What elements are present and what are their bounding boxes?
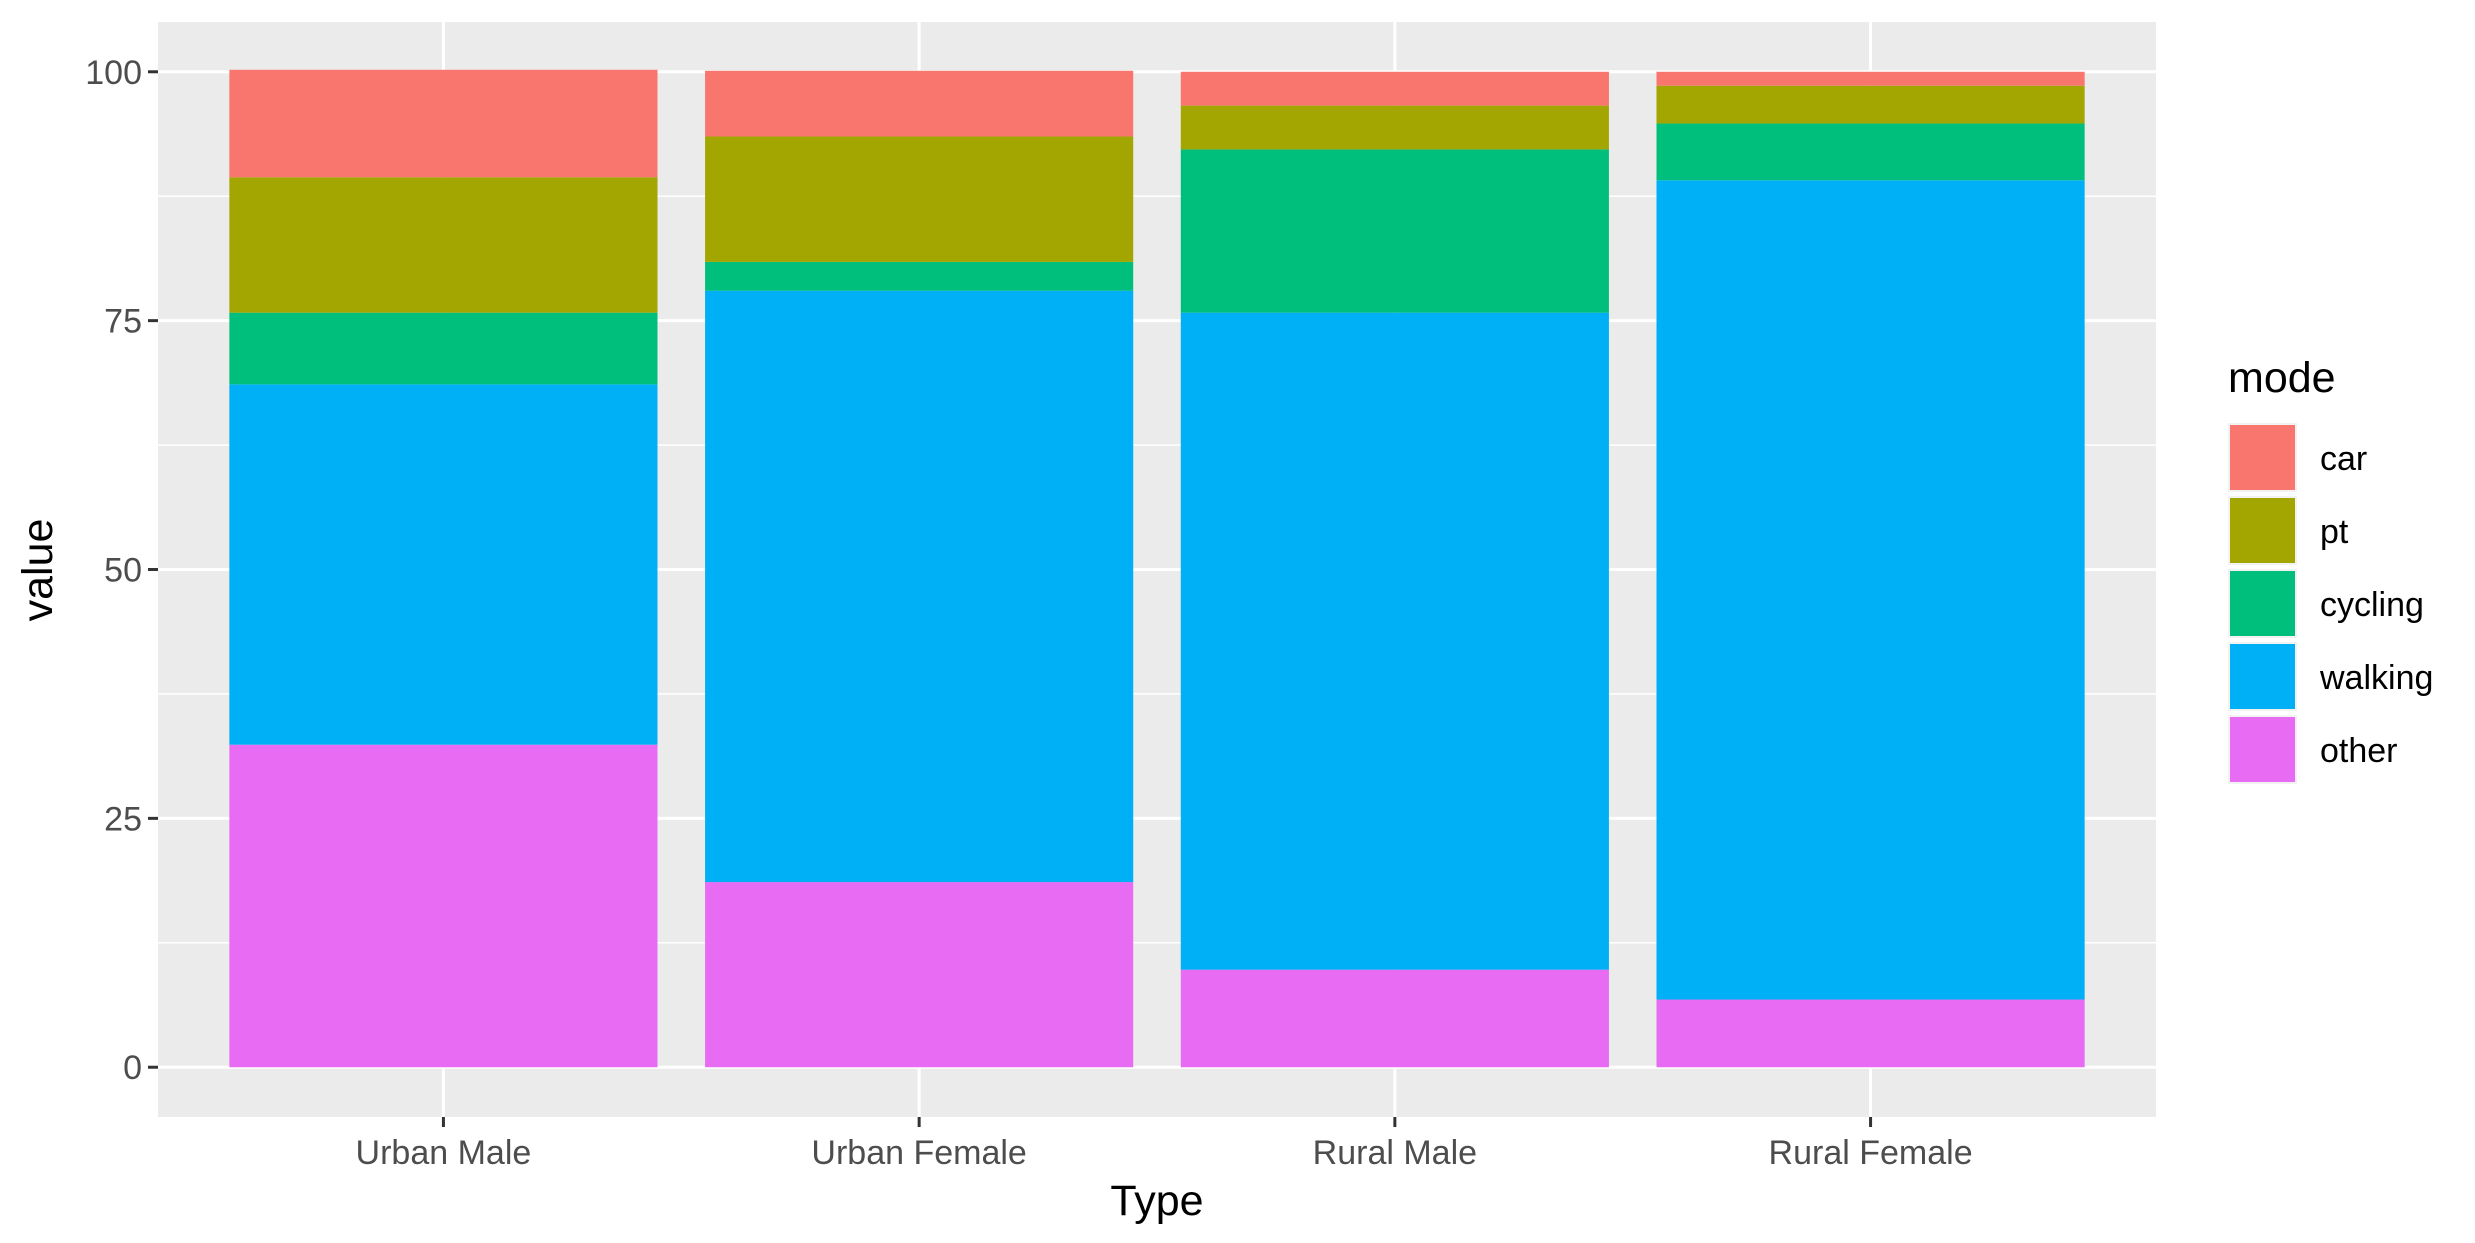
bar-segment-other <box>1180 969 1609 1068</box>
bar-segment-cycling <box>705 261 1134 291</box>
bar-segment-walking <box>229 384 658 745</box>
bar-segment-pt <box>229 177 658 313</box>
y-tick-label: 0 <box>123 1049 142 1087</box>
legend-key-pt <box>2230 498 2295 563</box>
bar-segment-other <box>1656 999 2085 1068</box>
x-axis: Urban Male Urban Female Rural Male Rural Fe… <box>356 1117 1973 1172</box>
y-tick-label: 25 <box>104 800 142 838</box>
legend-label-cycling: cycling <box>2320 586 2424 624</box>
legend-key-cycling <box>2230 571 2295 636</box>
x-tick-label: Rural Male <box>1313 1134 1477 1172</box>
bar-segment-other <box>705 882 1134 1068</box>
x-tick-label: Rural Female <box>1769 1134 1973 1172</box>
x-tick-label: Urban Female <box>811 1134 1026 1172</box>
legend-title: mode <box>2228 354 2336 402</box>
legend-key-other <box>2230 717 2295 782</box>
bar-segment-car <box>1656 71 2085 86</box>
y-axis-title: value <box>14 519 62 622</box>
legend: mode car pt cycling walking other <box>2228 354 2433 784</box>
legend-label-pt: pt <box>2320 513 2349 551</box>
bar-segment-car <box>705 70 1134 137</box>
x-axis-title: Type <box>1110 1177 1203 1225</box>
y-axis: 0 25 50 75 100 <box>85 54 158 1087</box>
y-tick-label: 75 <box>104 303 142 341</box>
bars <box>229 69 2085 1068</box>
bar-segment-cycling <box>1656 123 2085 181</box>
bar-segment-pt <box>1656 85 2085 124</box>
legend-key-walking <box>2230 644 2295 709</box>
y-tick-label: 100 <box>85 54 142 92</box>
bar-segment-car <box>1180 71 1609 106</box>
y-tick-label: 50 <box>104 552 142 590</box>
legend-label-car: car <box>2320 440 2367 478</box>
bar-segment-pt <box>1180 105 1609 150</box>
x-tick-label: Urban Male <box>356 1134 532 1172</box>
bar-segment-cycling <box>1180 149 1609 313</box>
bar-segment-walking <box>1180 312 1609 970</box>
bar-segment-pt <box>705 136 1134 262</box>
legend-label-other: other <box>2320 732 2398 770</box>
legend-label-walking: walking <box>2319 659 2433 697</box>
bar-segment-cycling <box>229 312 658 385</box>
legend-key-car <box>2230 425 2295 490</box>
bar-segment-car <box>229 69 658 178</box>
bar-segment-walking <box>1656 180 2085 1000</box>
bar-segment-walking <box>705 290 1134 883</box>
bar-segment-other <box>229 744 658 1068</box>
